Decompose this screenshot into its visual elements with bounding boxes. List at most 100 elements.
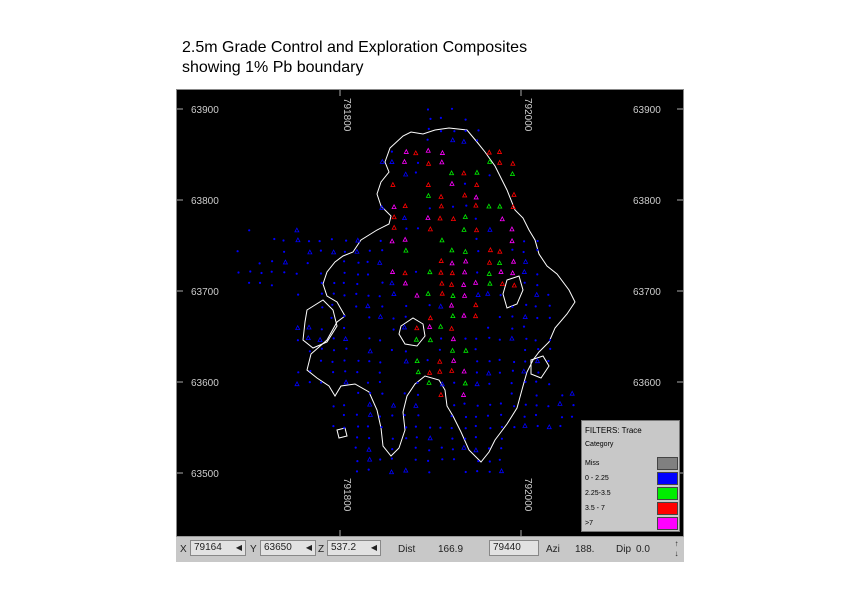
composite-dot-marker — [343, 404, 346, 407]
composite-dot-marker — [476, 139, 479, 142]
composite-dot-marker — [451, 437, 454, 440]
composite-dot-marker — [488, 174, 491, 177]
composite-dot-marker — [524, 380, 527, 383]
composite-triangle-marker — [389, 238, 395, 244]
composite-dot-marker — [428, 304, 431, 307]
composite-dot-marker — [498, 338, 501, 341]
composite-dot-marker — [510, 392, 513, 395]
composite-dot-marker — [500, 413, 503, 416]
composite-dot-marker — [525, 337, 528, 340]
composite-dot-marker — [498, 458, 501, 461]
composite-triangle-marker — [401, 214, 408, 221]
composite-dot-marker — [357, 261, 360, 264]
composite-dot-marker — [332, 371, 335, 374]
legend-item-2.25-3.5[interactable]: 2.25-3.5 — [585, 487, 678, 501]
composite-triangle-marker — [449, 270, 455, 276]
composite-dot-marker — [524, 403, 527, 406]
composite-dot-marker — [379, 239, 382, 242]
composite-triangle-marker — [521, 268, 528, 274]
legend-item-0-2.25[interactable]: 0 - 2.25 — [585, 472, 678, 486]
legend-title: FILTERS: Trace — [585, 426, 642, 435]
composite-dot-marker — [525, 303, 528, 306]
map-canvas[interactable]: 63900 63800 63700 63600 63500 63900 6380… — [177, 90, 683, 536]
composite-triangle-marker — [317, 336, 323, 342]
x-coordinate-field[interactable]: 79164 ◀ — [190, 540, 246, 556]
composite-triangle-marker — [450, 336, 457, 342]
y-label-left-63600: 63600 — [191, 378, 219, 389]
z-coordinate-field[interactable]: 537.2 ◀ — [327, 540, 381, 556]
composite-dot-marker — [368, 249, 371, 252]
composite-triangle-marker — [487, 226, 493, 232]
x-label-top-791800: 791800 — [341, 98, 352, 132]
legend-item-3.5-7[interactable]: 3.5 - 7 — [585, 502, 678, 516]
composite-triangle-marker — [391, 214, 397, 220]
composite-dot-marker — [319, 272, 323, 275]
composite-dot-marker — [378, 380, 381, 384]
composite-triangle-marker — [377, 313, 384, 319]
composite-dot-marker — [499, 402, 502, 405]
status-bar: X 79164 ◀ Y 63650 ◀ Z 537.2 ◀ Dist 166.9 79… — [176, 536, 684, 562]
composite-dot-marker — [357, 425, 360, 428]
composite-dot-marker — [560, 416, 564, 419]
composite-triangle-marker — [402, 280, 409, 286]
map-title-line-1: 2.5m Grade Control and Exploration Compo… — [182, 39, 528, 56]
pb-boundary-east — [530, 355, 550, 379]
composite-triangle-marker — [450, 357, 457, 363]
composite-dot-marker — [320, 292, 323, 295]
composite-triangle-marker — [413, 336, 420, 342]
composite-dot-marker — [356, 273, 360, 276]
composite-dot-marker — [282, 239, 285, 242]
composite-triangle-marker — [522, 313, 528, 319]
composite-dot-marker — [403, 392, 406, 395]
composite-triangle-marker — [379, 158, 385, 164]
composite-dot-marker — [248, 281, 251, 284]
composite-dot-marker — [513, 405, 516, 408]
coordinate-field-4[interactable]: 79440 — [489, 540, 539, 556]
legend-swatch — [657, 487, 678, 500]
scroll-down-icon[interactable]: ↓ — [674, 549, 679, 558]
legend-item-gt7[interactable]: >7 — [585, 517, 678, 531]
composite-dot-marker — [536, 316, 539, 320]
composite-triangle-marker — [438, 193, 444, 199]
y-label-right-63900: 63900 — [633, 105, 661, 116]
composite-triangle-marker — [509, 238, 515, 244]
composite-triangle-marker — [438, 303, 444, 309]
composite-dot-marker — [368, 360, 371, 363]
composite-triangle-marker — [388, 469, 395, 475]
composite-dot-marker — [522, 250, 525, 254]
composite-triangle-marker — [401, 324, 408, 330]
composite-dot-marker — [295, 272, 298, 275]
composite-dot-marker — [379, 361, 382, 364]
legend-item-miss[interactable]: Miss — [585, 457, 678, 471]
composite-dot-marker — [548, 338, 552, 342]
composite-dot-marker — [547, 359, 550, 363]
composite-dot-marker — [510, 382, 513, 385]
y-coordinate-field[interactable]: 63650 ◀ — [260, 540, 316, 556]
composite-dot-marker — [474, 415, 478, 418]
composite-dot-marker — [283, 271, 286, 274]
scroll-arrows[interactable]: ↑ ↓ — [671, 539, 682, 559]
composite-dot-marker — [283, 250, 286, 253]
composite-triangle-marker — [342, 335, 349, 341]
composite-dot-marker — [500, 425, 503, 429]
z-arrow-icon[interactable]: ◀ — [370, 543, 377, 552]
y-label-left-63900: 63900 — [191, 105, 219, 116]
composite-triangle-marker — [403, 247, 409, 253]
x-label-bottom-792000: 792000 — [522, 478, 533, 512]
composite-triangle-marker — [425, 192, 432, 198]
y-label-left-63800: 63800 — [191, 196, 219, 207]
composite-dot-marker — [477, 250, 480, 253]
composite-dot-marker — [570, 415, 574, 418]
composite-dot-marker — [486, 414, 490, 417]
composite-dot-marker — [378, 371, 381, 374]
y-arrow-icon[interactable]: ◀ — [305, 543, 312, 552]
composite-dot-marker — [357, 359, 360, 362]
composite-triangle-marker — [367, 348, 373, 354]
composite-dot-marker — [428, 471, 431, 474]
composite-triangle-marker — [509, 335, 515, 341]
scroll-up-icon[interactable]: ↑ — [674, 539, 679, 548]
composite-triangle-marker — [377, 259, 383, 265]
composite-dot-marker — [426, 359, 429, 362]
composite-triangle-marker — [510, 160, 516, 166]
x-arrow-icon[interactable]: ◀ — [235, 543, 242, 552]
